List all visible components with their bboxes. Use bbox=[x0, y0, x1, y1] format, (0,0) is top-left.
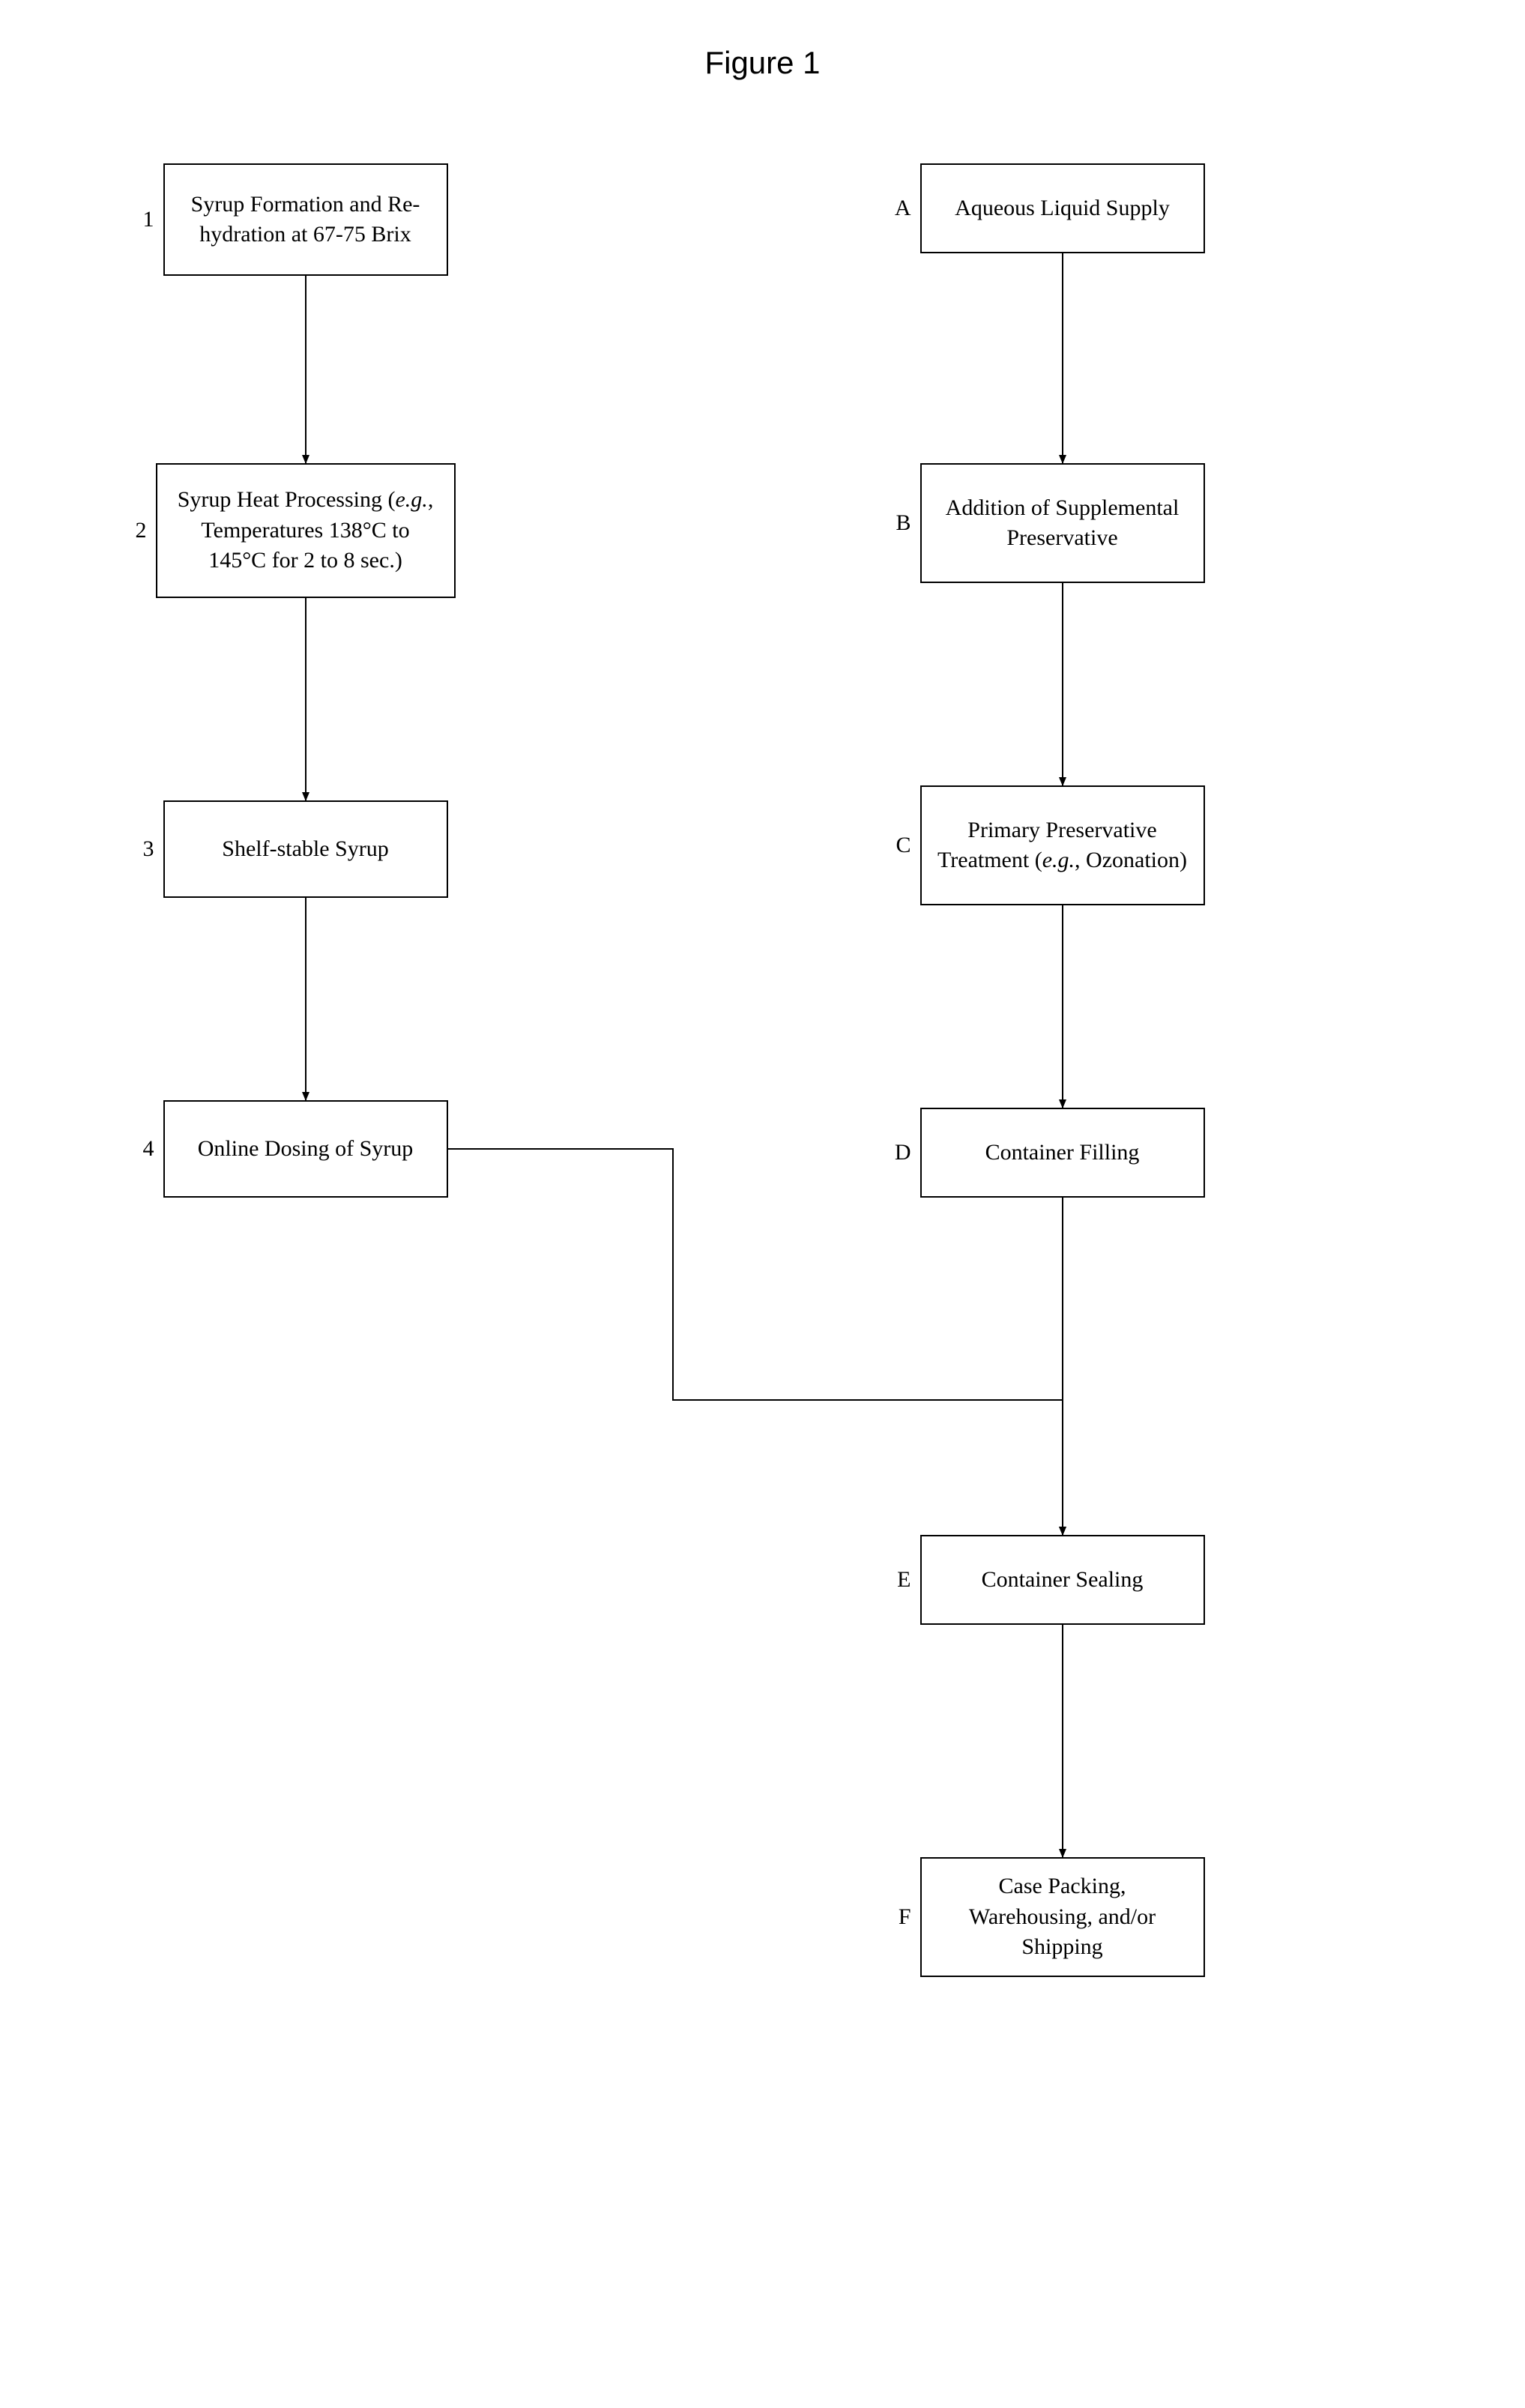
node-text: Syrup Heat Processing (e.g., Temperature… bbox=[172, 485, 439, 576]
node-text: Container Sealing bbox=[982, 1565, 1144, 1596]
node-label: 1 bbox=[133, 207, 154, 232]
node-text: Aqueous Liquid Supply bbox=[955, 193, 1170, 224]
node-box: Syrup Heat Processing (e.g., Temperature… bbox=[156, 463, 456, 598]
flowchart-node-nB: B Addition of Supplemental Preservative bbox=[890, 463, 1205, 583]
node-label: C bbox=[890, 833, 911, 858]
node-box: Container Sealing bbox=[920, 1535, 1205, 1625]
node-box: Syrup Formation and Re-hydration at 67-7… bbox=[163, 163, 448, 276]
flowchart-node-nA: A Aqueous Liquid Supply bbox=[890, 163, 1205, 253]
flowchart-diagram: 1 Syrup Formation and Re-hydration at 67-… bbox=[88, 126, 1437, 2224]
node-text: Container Filling bbox=[985, 1138, 1140, 1168]
node-box: Addition of Supplemental Preservative bbox=[920, 463, 1205, 583]
flowchart-node-nC: C Primary Preservative Treatment (e.g., O… bbox=[890, 785, 1205, 905]
node-label: 3 bbox=[133, 836, 154, 862]
node-label: 2 bbox=[126, 518, 147, 543]
node-box: Online Dosing of Syrup bbox=[163, 1100, 448, 1198]
node-text: Shelf-stable Syrup bbox=[222, 834, 388, 865]
node-box: Aqueous Liquid Supply bbox=[920, 163, 1205, 253]
node-text: Case Packing, Warehousing, and/or Shippi… bbox=[937, 1871, 1189, 1963]
node-text: Addition of Supplemental Preservative bbox=[937, 493, 1189, 554]
node-label: D bbox=[890, 1140, 911, 1165]
flowchart-node-n2: 2 Syrup Heat Processing (e.g., Temperatur… bbox=[126, 463, 456, 598]
figure-title: Figure 1 bbox=[30, 45, 1495, 81]
node-text: Online Dosing of Syrup bbox=[198, 1134, 414, 1165]
node-label: 4 bbox=[133, 1136, 154, 1162]
node-text: Syrup Formation and Re-hydration at 67-7… bbox=[180, 190, 432, 250]
flowchart-node-n1: 1 Syrup Formation and Re-hydration at 67-… bbox=[133, 163, 448, 276]
node-box: Case Packing, Warehousing, and/or Shippi… bbox=[920, 1857, 1205, 1977]
node-label: A bbox=[890, 196, 911, 221]
flowchart-node-n4: 4 Online Dosing of Syrup bbox=[133, 1100, 448, 1198]
node-box: Shelf-stable Syrup bbox=[163, 800, 448, 898]
node-box: Container Filling bbox=[920, 1108, 1205, 1198]
node-text: Primary Preservative Treatment (e.g., Oz… bbox=[937, 815, 1189, 876]
flowchart-node-nD: D Container Filling bbox=[890, 1108, 1205, 1198]
flowchart-node-nE: E Container Sealing bbox=[890, 1535, 1205, 1625]
flowchart-node-n3: 3 Shelf-stable Syrup bbox=[133, 800, 448, 898]
flowchart-node-nF: F Case Packing, Warehousing, and/or Shipp… bbox=[890, 1857, 1205, 1977]
node-box: Primary Preservative Treatment (e.g., Oz… bbox=[920, 785, 1205, 905]
node-label: F bbox=[890, 1904, 911, 1930]
node-label: E bbox=[890, 1567, 911, 1593]
edge-n4-nE bbox=[448, 1149, 1063, 1535]
node-label: B bbox=[890, 510, 911, 536]
